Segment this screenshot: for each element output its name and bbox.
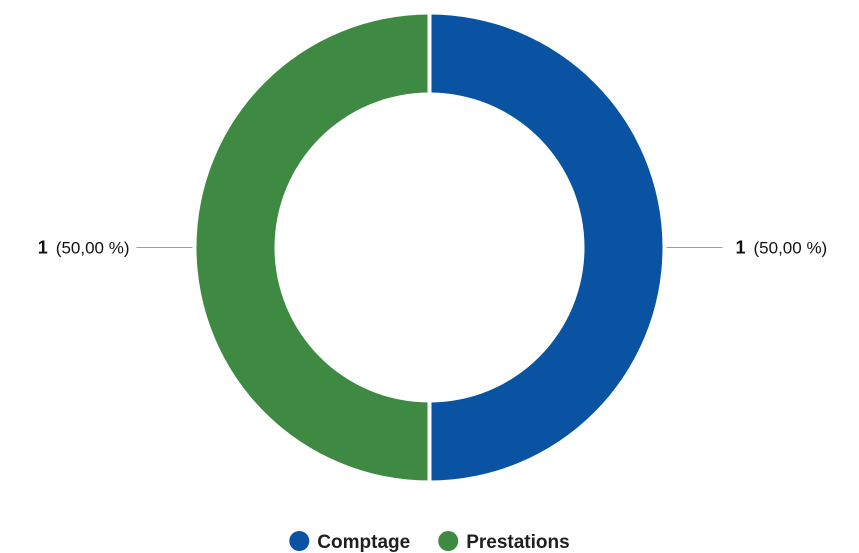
data-label-percent-prestations: (50,00 %) (56, 239, 130, 258)
slice-comptage (429, 14, 663, 481)
legend-label-prestations: Prestations (466, 532, 569, 553)
slice-prestations (196, 14, 430, 481)
data-label-value-comptage: 1 (736, 238, 746, 258)
data-label-value-prestations: 1 (38, 238, 48, 258)
legend-marker-comptage (289, 531, 310, 551)
slices-group (196, 13, 663, 482)
data-labels-group: 1 (50,00 %) (50,00 %) 1 (38, 238, 827, 258)
data-label-percent-comptage: (50,00 %) (754, 239, 828, 258)
legend-label-comptage: Comptage (317, 532, 410, 553)
legend-marker-prestations (438, 531, 459, 551)
legend: Comptage Prestations (289, 531, 570, 553)
